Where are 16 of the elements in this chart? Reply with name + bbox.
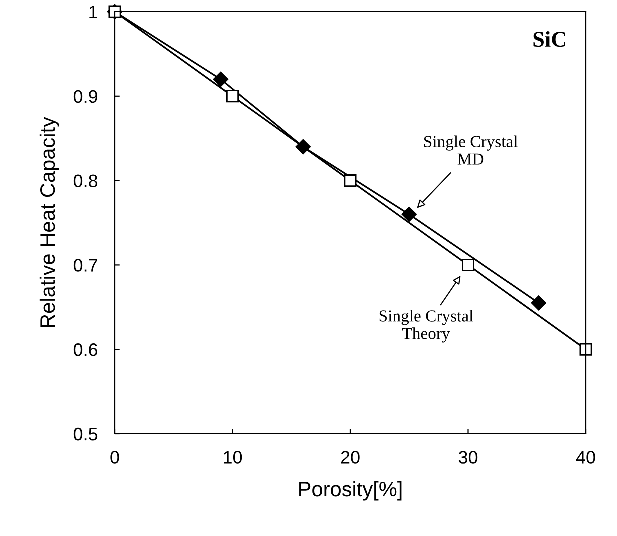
x-tick-label: 10 xyxy=(224,451,242,464)
y-tick-label: 0.7 xyxy=(74,259,98,272)
x-tick-label: 40 xyxy=(576,451,596,464)
x-tick-label: 30 xyxy=(458,451,478,464)
y-tick-label: 0.5 xyxy=(74,428,98,441)
x-tick-label: 0 xyxy=(110,451,120,464)
annotation: Single Crystal MD xyxy=(424,136,518,165)
y-tick-label: 0.9 xyxy=(74,90,98,104)
x-tick-label: 20 xyxy=(341,451,360,464)
text: SiC xyxy=(534,31,566,48)
y-tick-label: 0.8 xyxy=(74,174,98,188)
y-tick-label: 1 xyxy=(90,6,98,19)
y-axis-title: Relative Heat Capacity xyxy=(40,117,60,328)
x-axis-title: Porosity[%] xyxy=(300,481,402,501)
y-tick-label: 0.6 xyxy=(74,344,98,356)
annotation: Single Crystal Theory xyxy=(380,310,474,343)
